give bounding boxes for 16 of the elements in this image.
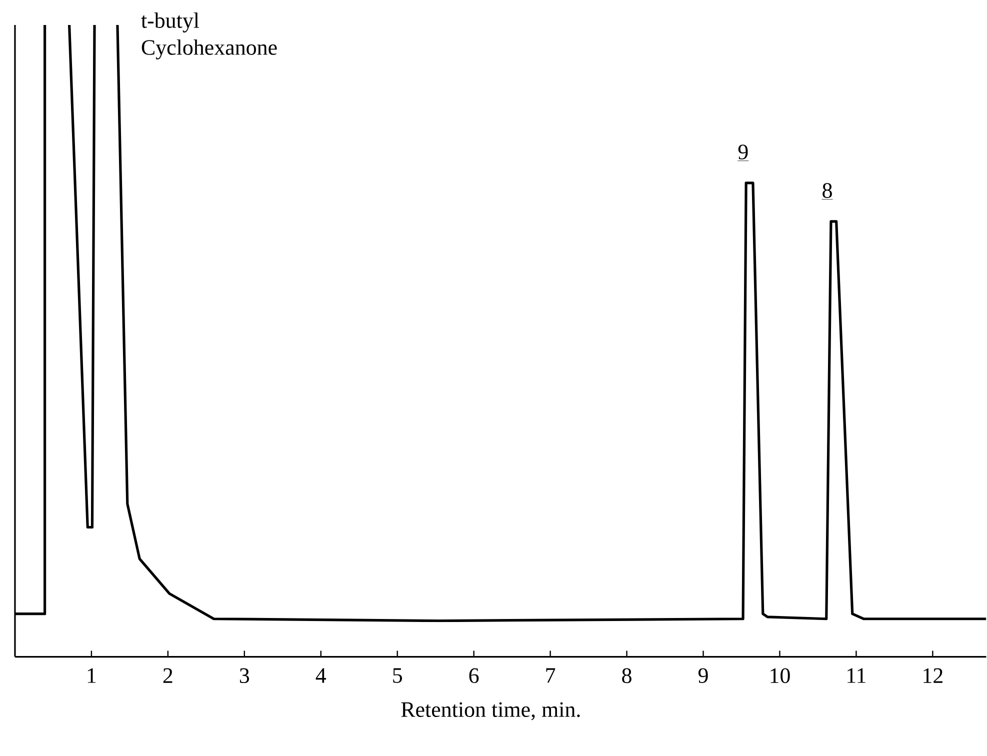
x-tick-label: 12 [924,668,942,684]
x-axis-title: Retention time, min. [401,702,580,720]
annotation: 9 [738,144,748,160]
x-tick-label: 3 [240,668,250,684]
x-tick-label: 11 [848,668,866,683]
x-tick-label: 7 [546,668,556,683]
x-tick-label: 6 [469,668,479,684]
x-tick-label: 9 [698,668,708,684]
annotation: 8 [822,183,832,198]
x-tick-label: 4 [316,668,326,683]
x-tick-label: 10 [770,668,790,684]
x-tick-label: 2 [163,668,172,684]
annotation: t-butyl Cyclohexanone [141,12,277,60]
x-tick-label: 5 [393,668,402,684]
x-tick-label: 8 [622,668,632,684]
x-tick-label: 1 [88,668,96,683]
